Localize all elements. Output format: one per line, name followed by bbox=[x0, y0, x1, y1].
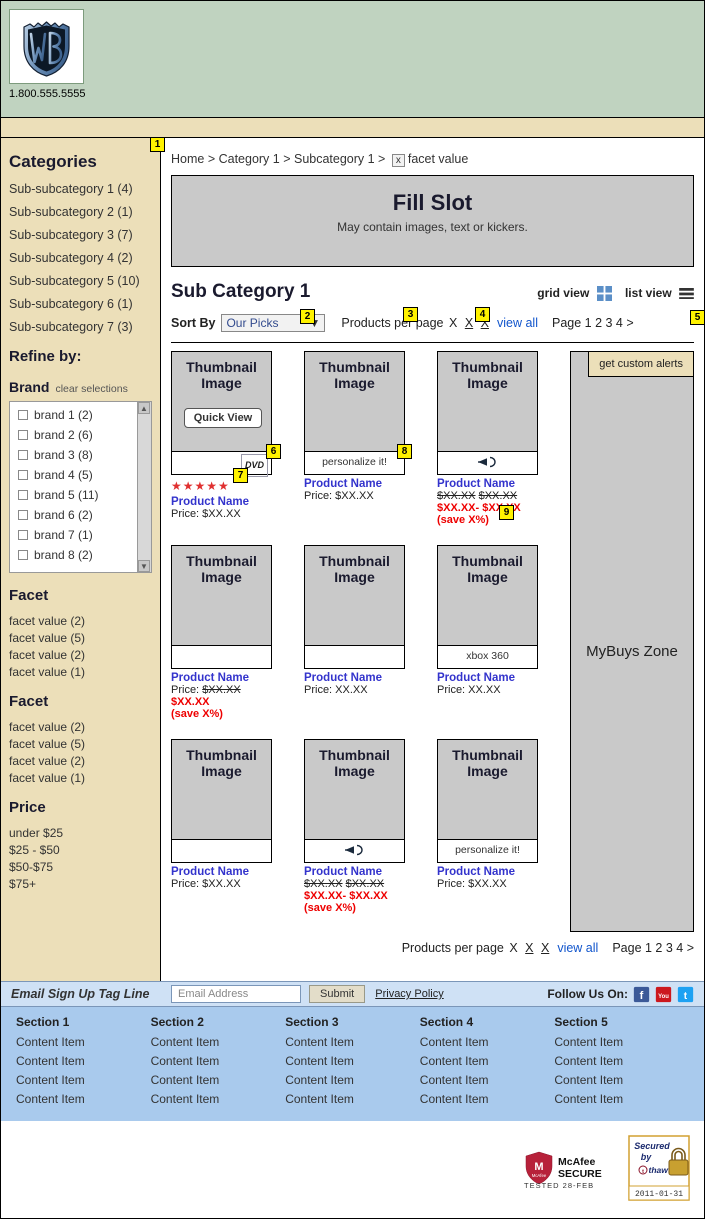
svg-text:Secured: Secured bbox=[634, 1141, 670, 1151]
svg-text:f: f bbox=[640, 989, 644, 1001]
svg-text:2011-01-31: 2011-01-31 bbox=[635, 1190, 683, 1199]
svg-text:McAfee: McAfee bbox=[558, 1156, 596, 1168]
svg-text:t: t bbox=[684, 990, 688, 1001]
svg-text:SECURE: SECURE bbox=[558, 1168, 602, 1180]
svg-text:You: You bbox=[658, 993, 669, 999]
svg-text:McAfee: McAfee bbox=[532, 1173, 547, 1178]
svg-text:by: by bbox=[641, 1152, 652, 1162]
svg-text:t: t bbox=[642, 1169, 644, 1175]
svg-text:TESTED 28-FEB: TESTED 28-FEB bbox=[524, 1181, 594, 1190]
svg-text:M: M bbox=[534, 1161, 543, 1173]
